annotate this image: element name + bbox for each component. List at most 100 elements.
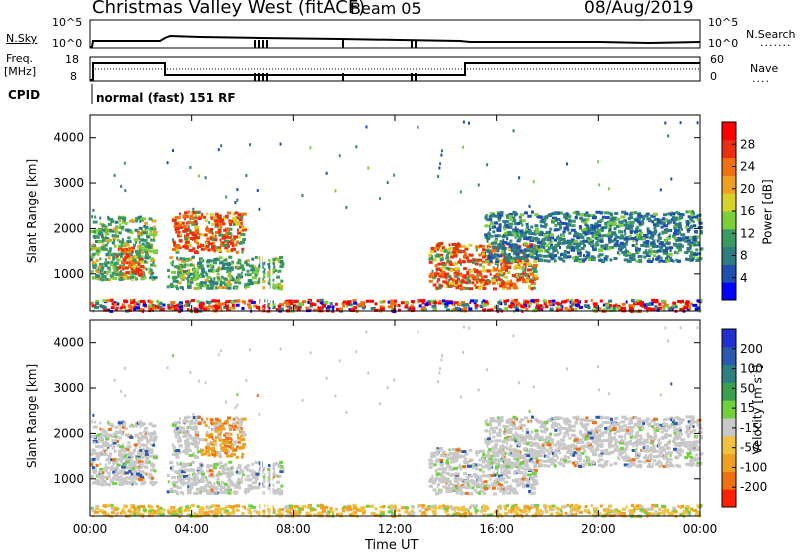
velocity-cell <box>110 458 113 462</box>
power-cell <box>110 260 114 264</box>
power-cell <box>135 267 140 271</box>
velocity-cell <box>514 427 519 431</box>
velocity-cell <box>515 478 518 482</box>
power-cell <box>612 304 617 308</box>
velocity-cell <box>475 450 479 454</box>
velocity-cell <box>461 491 466 495</box>
velocity-cell <box>522 467 527 471</box>
power-cell <box>225 300 230 304</box>
power-cell <box>580 235 585 239</box>
power-cell <box>497 257 500 261</box>
power-cell <box>229 276 233 280</box>
power-cell <box>530 225 534 229</box>
power-cell <box>239 221 243 225</box>
power-cell <box>211 241 215 245</box>
power-cell <box>226 270 229 274</box>
power-cell <box>593 214 596 218</box>
power-cell <box>614 242 619 246</box>
power-cell <box>200 281 204 285</box>
power-cell <box>116 271 121 275</box>
power-cell <box>233 243 238 247</box>
velocity-cell <box>222 448 228 452</box>
power-cell <box>653 223 657 227</box>
power-cell <box>241 307 245 311</box>
velocity-cell <box>267 475 273 479</box>
velocity-cell <box>482 460 486 464</box>
velocity-cell <box>184 432 190 436</box>
power-cell <box>566 251 570 255</box>
power-cell <box>584 300 588 304</box>
power-cell <box>455 281 459 285</box>
velocity-cell <box>251 462 255 466</box>
power-cell <box>635 259 639 263</box>
velocity-cell <box>445 490 448 494</box>
velocity-cell <box>454 484 459 488</box>
power-cell <box>462 120 465 124</box>
velocity-cell <box>103 475 107 479</box>
power-cell <box>504 223 509 227</box>
power-cell <box>514 233 520 237</box>
velocity-cell <box>186 462 190 466</box>
velocity-cell <box>439 489 444 493</box>
power-cell <box>367 166 370 170</box>
power-cell <box>534 213 539 217</box>
power-cell <box>178 212 181 216</box>
velocity-cell <box>193 427 196 431</box>
power-cell <box>222 262 228 266</box>
velocity-cell <box>133 443 138 447</box>
velocity-cell <box>489 455 494 459</box>
velocity-cell <box>108 483 112 487</box>
power-cell <box>643 233 648 237</box>
chart-title: Christmas Valley West (fitACF) <box>92 0 366 18</box>
velocity-cell <box>200 463 203 467</box>
power-cell <box>515 273 518 277</box>
power-cell <box>241 268 245 272</box>
power-cell <box>430 299 436 303</box>
velocity-cell <box>223 433 227 437</box>
velocity-cell <box>239 471 245 475</box>
velocity-cell <box>469 484 472 488</box>
power-cell <box>206 259 211 263</box>
power-cell <box>603 257 608 261</box>
velocity-cell <box>123 463 127 467</box>
velocity-cell <box>143 471 147 475</box>
cpid-text: normal (fast) 151 RF <box>96 91 236 105</box>
power-cell <box>365 299 370 303</box>
velocity-cell <box>149 434 153 438</box>
power-cell <box>153 251 159 255</box>
velocity-cell <box>233 490 239 494</box>
power-cell <box>227 269 232 273</box>
power-cell <box>550 233 555 237</box>
power-cell <box>586 225 590 229</box>
power-cell <box>191 255 195 259</box>
velocity-cell <box>146 437 149 441</box>
velocity-cell <box>206 430 209 434</box>
power-cell <box>500 263 503 267</box>
power-cell <box>656 308 660 312</box>
velocity-cell <box>193 455 199 459</box>
power-cell <box>586 218 590 222</box>
power-cell <box>519 233 523 237</box>
power-cell <box>499 213 503 217</box>
velocity-cell <box>463 472 468 476</box>
power-cell <box>577 212 581 216</box>
power-cell <box>490 308 494 312</box>
power-cell <box>224 304 229 308</box>
velocity-cell <box>479 449 483 453</box>
power-cell <box>213 304 218 308</box>
velocity-cell <box>235 427 241 431</box>
power-cell <box>635 299 641 303</box>
power-cell <box>108 238 113 242</box>
velocity-cell <box>224 440 229 444</box>
power-cell <box>223 305 227 309</box>
power-cell <box>99 304 103 308</box>
velocity-cell <box>439 447 444 451</box>
power-cell <box>555 218 559 222</box>
power-cell <box>505 225 509 229</box>
power-cell <box>172 284 176 288</box>
power-cell <box>119 270 122 274</box>
power-cell <box>686 239 691 243</box>
power-cell <box>569 305 572 309</box>
power-cell <box>523 268 527 272</box>
power-cell <box>221 219 224 223</box>
